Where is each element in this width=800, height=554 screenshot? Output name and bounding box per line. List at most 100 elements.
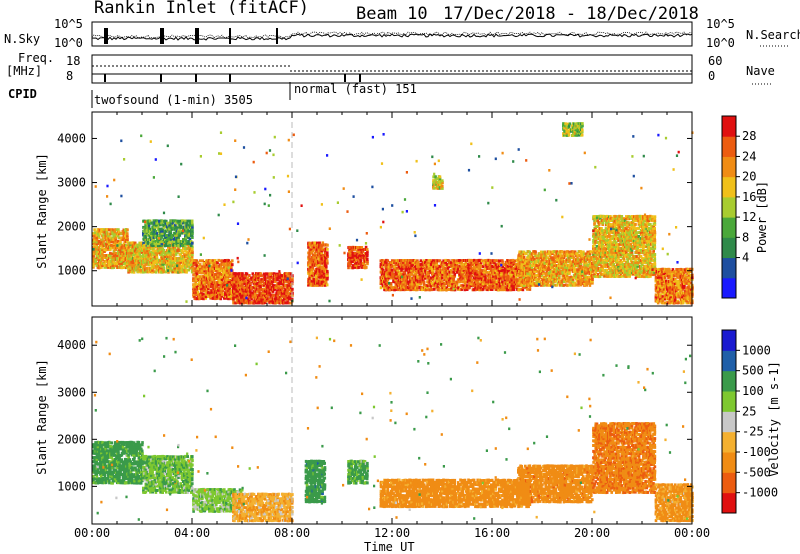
echo-cell [97, 234, 101, 238]
echo-cell [470, 278, 474, 282]
echo-cell [186, 257, 189, 261]
echo-cell [531, 270, 535, 274]
echo-cell [389, 261, 393, 265]
echo-cell [264, 282, 268, 286]
echo-cell [110, 246, 113, 250]
echo-cell [211, 273, 214, 277]
nsearch-label: N.Search [746, 28, 800, 42]
echo-cell [537, 281, 541, 285]
echo-cell [385, 268, 388, 272]
echo-cell [115, 254, 119, 258]
echo-cell [207, 292, 211, 296]
echo-cell [153, 221, 156, 225]
echo-cell [212, 261, 216, 265]
echo-cell [214, 292, 218, 296]
echo-cell [118, 248, 121, 252]
echo-cell [151, 268, 154, 272]
echo-cell [460, 266, 463, 270]
echo-cell [353, 260, 357, 263]
echo-cell [138, 261, 141, 265]
echo-cell [219, 277, 223, 281]
echo-cell [433, 274, 436, 278]
echo-cell [417, 276, 420, 280]
echo-cell [479, 263, 483, 266]
echo-cell [348, 263, 351, 267]
echo-cell [416, 286, 419, 290]
echo-cell [159, 249, 162, 253]
echo-cell [566, 250, 569, 254]
echo-cell [161, 231, 165, 235]
echo-cell [539, 262, 543, 266]
echo-cell [277, 289, 281, 293]
echo-cell [152, 231, 155, 235]
echo-cell [404, 268, 408, 272]
echo-cell [324, 281, 328, 285]
echo-cell [248, 299, 251, 303]
echo-cell [498, 272, 501, 276]
echo-cell [236, 280, 240, 284]
echo-cell [223, 261, 226, 265]
echo-cell [529, 256, 533, 260]
echo-cell [147, 227, 151, 231]
echo-cell [441, 276, 444, 280]
echo-cell [452, 276, 456, 280]
echo-cell [266, 295, 269, 299]
echo-cell [160, 264, 163, 268]
echo-cell [538, 252, 542, 256]
echo-cell [186, 231, 189, 235]
echo-cell [316, 267, 319, 271]
echo-cell [241, 274, 244, 278]
echo-cell [214, 269, 218, 273]
echo-cell [148, 230, 152, 233]
echo-cell [537, 254, 541, 258]
echo-cell [95, 240, 99, 244]
echo-cell [465, 263, 468, 266]
echo-cell [422, 284, 426, 288]
echo-cell [160, 219, 163, 223]
echo-cell [475, 288, 478, 291]
echo-cell [94, 260, 97, 263]
echo-cell [385, 280, 389, 284]
echo-cell [498, 284, 502, 288]
echo-cell [564, 262, 568, 266]
echo-cell [399, 266, 402, 270]
echo-cell [534, 250, 537, 254]
echo-cell [148, 268, 152, 272]
echo-cell [480, 274, 484, 278]
echo-cell [119, 244, 122, 248]
echo-cell [350, 260, 353, 264]
echo-cell [405, 263, 409, 267]
echo-cell [191, 225, 194, 229]
echo-cell [106, 246, 110, 250]
echo-cell [215, 267, 218, 270]
echo-cell [385, 276, 388, 280]
echo-cell [568, 268, 571, 272]
echo-cell [466, 265, 469, 269]
echo-cell [307, 255, 310, 259]
echo-cell [550, 271, 553, 275]
echo-cell [509, 270, 512, 274]
echo-cell [111, 262, 114, 266]
echo-cell [416, 259, 419, 263]
echo-cell [439, 262, 443, 266]
echo-cell [465, 274, 469, 278]
echo-cell [554, 279, 558, 283]
nsky-label: N.Sky [4, 32, 41, 46]
echo-cell [203, 269, 207, 273]
echo-cell [172, 260, 176, 264]
echo-cell [493, 263, 496, 267]
echo-cell [400, 268, 403, 272]
echo-cell [233, 289, 236, 293]
echo-cell [181, 250, 185, 254]
echo-cell [388, 264, 392, 268]
echo-cell [159, 238, 162, 242]
echo-cell [390, 268, 394, 272]
echo-cell [545, 273, 548, 277]
echo-cell [521, 254, 525, 258]
date-range: 17/Dec/2018 - 18/Dec/2018 [443, 4, 699, 24]
echo-cell [416, 288, 419, 292]
echo-cell [150, 221, 153, 225]
echo-cell [94, 248, 98, 252]
echo-cell [308, 253, 311, 257]
echo-cell [244, 299, 248, 303]
